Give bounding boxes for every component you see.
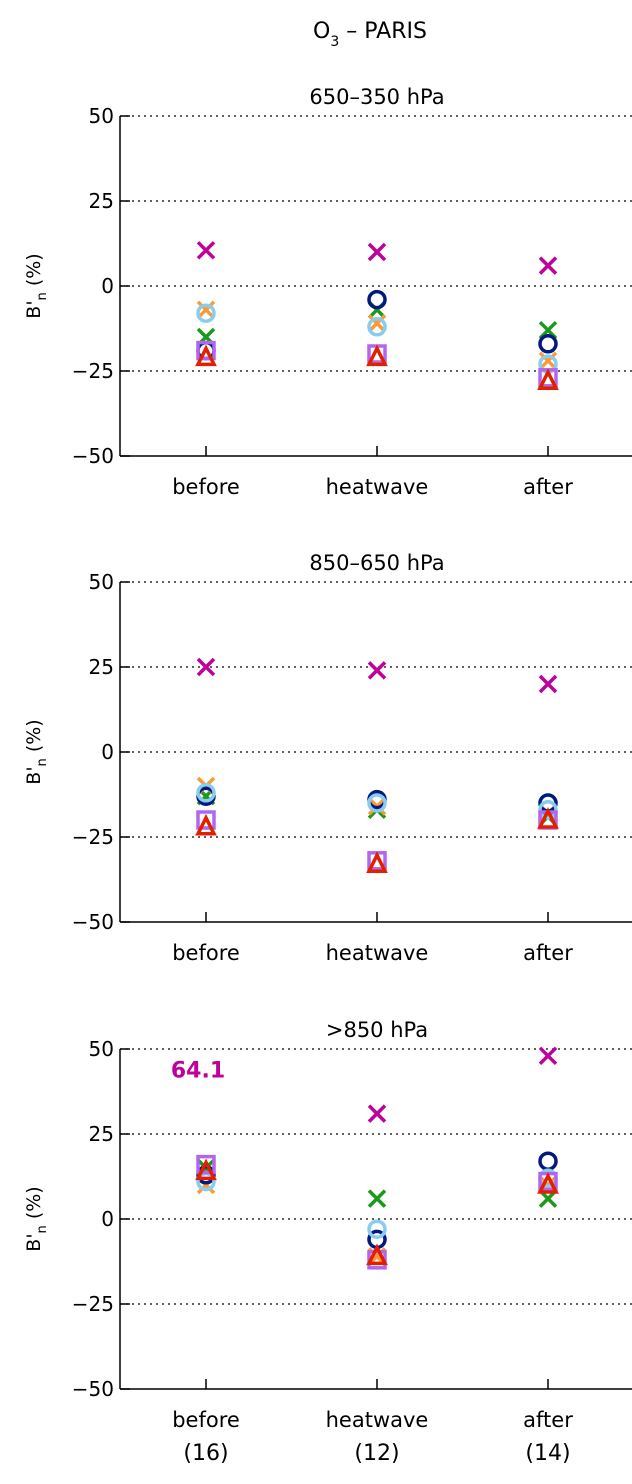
y-tick-label: −50 [72, 1377, 114, 1401]
marker-x-heatwave [367, 661, 387, 680]
marker-x-heatwave [367, 1104, 387, 1123]
marker-square-before [196, 1154, 216, 1175]
y-tick-label: 25 [89, 189, 114, 213]
y-tick-label: 50 [89, 1037, 114, 1061]
marker-circle-heatwave [367, 289, 387, 310]
sample-counts: (16) (12) (14) [183, 1441, 570, 1466]
marker-circle-before [196, 783, 216, 803]
figure-title: O3 – PARIS [313, 19, 427, 50]
panel-3: >850 hPa 50 25 0 −25 −50 B'n (%) before heatwave… [23, 1018, 632, 1432]
y-tick-label: 0 [101, 1207, 114, 1231]
y-tick-label: −25 [72, 825, 114, 849]
marker-triangle-heatwave [366, 1243, 388, 1266]
y-tick-label: 25 [89, 655, 114, 679]
panel-2: 850–650 hPa 50 25 0 −25 −50 B'n (%) before heatw… [23, 551, 632, 965]
x-tick-label-after: after [523, 941, 573, 965]
y-tick-label: −25 [72, 1292, 114, 1316]
marker-triangle-after [537, 1172, 559, 1194]
marker-circle-heatwave [367, 317, 387, 337]
x-tick-label-before: before [172, 941, 240, 965]
y-tick-label: 0 [101, 740, 114, 764]
marker-triangle-before [195, 1158, 217, 1181]
marker-circle-after [538, 1151, 558, 1171]
y-tick-label: −50 [72, 910, 114, 934]
chart-panels: 650–350 hPa 50 25 0 −25 −50 B'n (%) before heatw… [23, 85, 632, 1432]
marker-x-before [196, 241, 216, 260]
x-tick-label-heatwave: heatwave [326, 941, 429, 965]
x-tick-label-after: after [523, 1408, 573, 1432]
marker-x-heatwave [367, 242, 387, 262]
y-axis-label: B'n (%) [23, 719, 50, 784]
marker-x-after [538, 320, 558, 340]
y-tick-label: −25 [72, 359, 114, 383]
marker-circle-before [196, 303, 216, 323]
marker-x-after [538, 1046, 558, 1066]
y-tick-label: 0 [101, 274, 114, 298]
y-tick-label: 50 [89, 104, 114, 128]
panel-title: 850–650 hPa [309, 551, 444, 575]
marker-x-before [196, 300, 216, 320]
marker-triangle-before [195, 813, 217, 836]
y-tick-label: 25 [89, 1122, 114, 1146]
marker-square-before [196, 340, 216, 361]
marker-triangle-after [537, 807, 559, 829]
count-label-before: (16) [183, 1441, 228, 1466]
marker-triangle-before [195, 344, 217, 367]
marker-x-after [538, 674, 558, 694]
marker-triangle-heatwave [366, 851, 388, 873]
y-tick-label: −50 [72, 444, 114, 468]
marker-x-before [196, 657, 216, 677]
y-axis-label: B'n (%) [23, 1186, 50, 1251]
marker-triangle-heatwave [366, 344, 388, 367]
count-label-after: (14) [525, 1441, 570, 1466]
marker-triangle-after [537, 368, 559, 390]
panel-title: >850 hPa [326, 1018, 428, 1042]
marker-circle-heatwave [367, 793, 387, 813]
marker-circle-after [538, 800, 558, 820]
marker-x-after [538, 351, 558, 371]
y-tick-label: 50 [89, 570, 114, 594]
marker-x-after [538, 256, 558, 275]
x-tick-label-heatwave: heatwave [326, 475, 429, 499]
marker-x-heatwave [367, 314, 387, 333]
marker-x-heatwave [367, 1189, 387, 1208]
x-tick-label-after: after [523, 475, 573, 499]
marker-square-before [196, 810, 216, 830]
x-tick-label-before: before [172, 1408, 240, 1432]
marker-circle-heatwave [367, 1219, 387, 1239]
marker-circle-after [538, 334, 558, 354]
panel-title: 650–350 hPa [309, 85, 444, 109]
x-tick-label-heatwave: heatwave [326, 1408, 429, 1432]
y-axis-label: B'n (%) [23, 253, 50, 318]
x-tick-label-before: before [172, 475, 240, 499]
annotation-label: 64.1 [171, 1058, 225, 1083]
count-label-heatwave: (12) [354, 1441, 399, 1466]
panel-1: 650–350 hPa 50 25 0 −25 −50 B'n (%) before heatw… [23, 85, 632, 499]
